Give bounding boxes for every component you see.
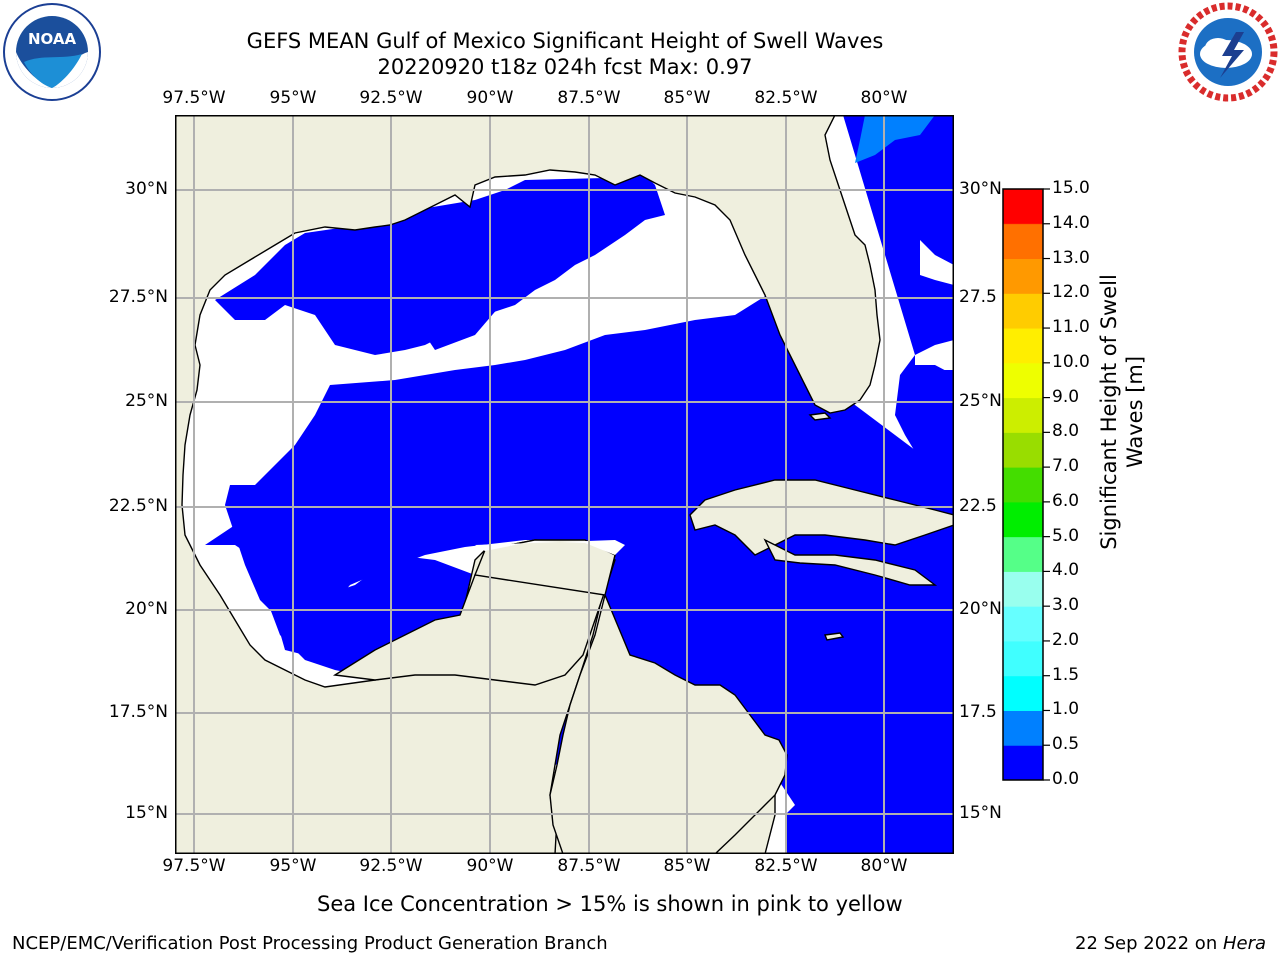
colorbar-swatch [1003, 501, 1043, 538]
colorbar-tick-label: 5.0 [1052, 525, 1080, 546]
lat-tick-label-right: 30°N [959, 179, 1002, 199]
lon-tick-label: 95°W [269, 856, 317, 876]
lon-tick-label: 82.5°W [754, 88, 818, 108]
colorbar-tick-label: 15.0 [1052, 178, 1090, 198]
lat-tick-label-left: 20°N [125, 599, 168, 619]
colorbar-tick-label: 1.0 [1052, 699, 1080, 720]
colorbar-tick-label: 14.0 [1052, 212, 1090, 233]
colorbar-tick-label: 6.0 [1052, 490, 1080, 511]
colorbar-tick-label: 8.0 [1052, 421, 1080, 442]
colorbar-tick-label: 4.0 [1052, 560, 1080, 581]
lon-tick-label: 95°W [269, 88, 317, 108]
colorbar-swatch [1003, 293, 1043, 329]
nws-logo-icon [1178, 2, 1278, 102]
colorbar [1002, 188, 1050, 781]
colorbar-swatch [1003, 745, 1043, 781]
footer-date: 22 Sep 2022 on [1075, 933, 1223, 954]
colorbar-label-line2: Waves [m] [1123, 355, 1147, 469]
colorbar-swatch [1003, 606, 1043, 642]
lon-tick-label: 80°W [860, 88, 908, 108]
colorbar-swatch [1003, 258, 1043, 294]
colorbar-swatch [1003, 362, 1043, 399]
footer-host: Hera [1222, 933, 1266, 954]
colorbar-tick-label: 13.0 [1052, 247, 1090, 268]
colorbar-tick-label: 10.0 [1052, 351, 1090, 372]
colorbar-swatch [1003, 571, 1043, 607]
chart-subtitle: 20220920 t18z 024h fcst Max: 0.97 [377, 55, 753, 79]
lon-tick-label: 87.5°W [557, 88, 621, 108]
noaa-logo-icon: NOAA [3, 3, 101, 101]
lat-tick-label-right: 27.5 [959, 287, 997, 307]
lon-tick-label: 85°W [663, 88, 711, 108]
colorbar-swatch [1003, 467, 1043, 503]
footer-left: NCEP/EMC/Verification Post Processing Pr… [12, 933, 608, 954]
lat-tick-label-right: 22.5 [959, 496, 997, 516]
colorbar-tick-label: 11.0 [1052, 317, 1090, 338]
sea-ice-caption: Sea Ice Concentration > 15% is shown in … [317, 892, 903, 916]
colorbar-swatch [1003, 397, 1043, 433]
lat-tick-label-left: 17.5°N [108, 702, 168, 722]
colorbar-swatch [1003, 432, 1043, 468]
lat-tick-label-right: 20°N [959, 599, 1002, 619]
colorbar-tick-label: 0.0 [1052, 769, 1080, 789]
map-frame [175, 115, 954, 854]
noaa-logo-text: NOAA [28, 30, 77, 48]
colorbar-swatch [1003, 536, 1043, 572]
colorbar-tick-label: 1.5 [1052, 664, 1080, 685]
lat-tick-label-right: 15°N [959, 803, 1002, 823]
colorbar-tick-label: 0.5 [1052, 734, 1080, 755]
lon-tick-label: 90°W [466, 856, 514, 876]
lon-tick-label: 82.5°W [754, 856, 818, 876]
colorbar-tick-label: 12.0 [1052, 282, 1090, 303]
colorbar-swatch [1003, 640, 1043, 677]
colorbar-tick-label: 2.0 [1052, 629, 1080, 650]
lon-tick-label: 80°W [860, 856, 908, 876]
lon-tick-label: 92.5°W [359, 856, 423, 876]
footer-right: 22 Sep 2022 on Hera [1075, 933, 1266, 954]
lat-tick-label-left: 27.5°N [108, 287, 168, 307]
colorbar-swatch [1003, 710, 1043, 746]
yucatan-land [474, 539, 788, 854]
lon-tick-label: 97.5°W [162, 88, 226, 108]
colorbar-tick-label: 3.0 [1052, 595, 1080, 616]
lat-tick-label-left: 25°N [125, 391, 168, 411]
lon-tick-label: 85°W [663, 856, 711, 876]
colorbar-tick-label: 9.0 [1052, 386, 1080, 407]
lat-tick-label-right: 25°N [959, 391, 1002, 411]
colorbar-swatch [1003, 189, 1043, 224]
gulf-map [175, 115, 954, 854]
lat-tick-label-left: 30°N [125, 179, 168, 199]
colorbar-swatch [1003, 328, 1043, 364]
gridlines [175, 115, 954, 854]
lon-tick-label: 90°W [466, 88, 514, 108]
lon-tick-label: 87.5°W [557, 856, 621, 876]
colorbar-label: Significant Height of Swell Waves [m] [1092, 232, 1152, 592]
lat-tick-label-left: 15°N [125, 803, 168, 823]
colorbar-swatch [1003, 675, 1043, 711]
chart-title: GEFS MEAN Gulf of Mexico Significant Hei… [246, 29, 884, 53]
colorbar-label-line1: Significant Height of Swell [1097, 274, 1121, 550]
lon-tick-label: 92.5°W [359, 88, 423, 108]
colorbar-swatch [1003, 223, 1043, 260]
colorbar-tick-label: 7.0 [1052, 456, 1080, 477]
lat-tick-label-left: 22.5°N [108, 496, 168, 516]
lon-tick-label: 97.5°W [162, 856, 226, 876]
lat-tick-label-right: 17.5 [959, 702, 997, 722]
